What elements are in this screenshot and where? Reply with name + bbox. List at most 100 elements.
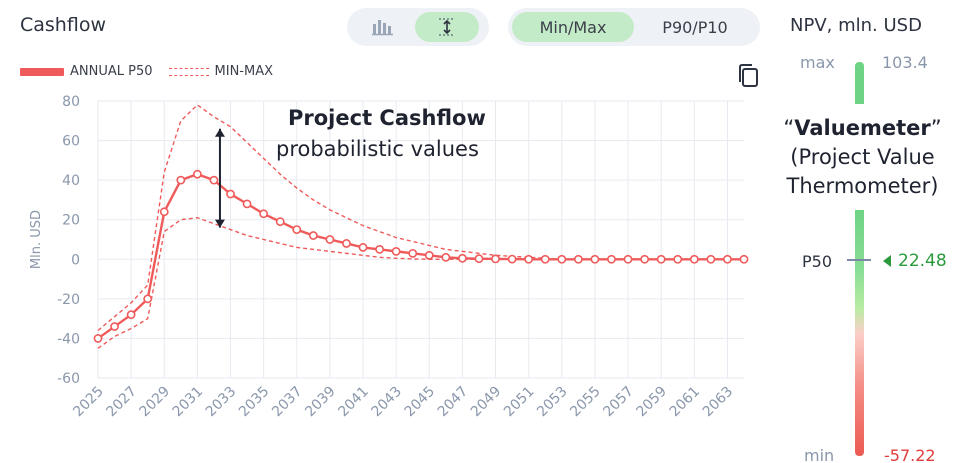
valuemeter-bar <box>855 210 864 456</box>
data-point <box>607 254 616 264</box>
x-tick-label: 2027 <box>103 384 140 421</box>
data-point <box>507 254 517 264</box>
range-arrow-head-up <box>214 128 225 137</box>
valuemeter-max-value: 103.4 <box>882 53 928 72</box>
y-tick-label: 0 <box>71 252 80 268</box>
y-tick-label: -40 <box>57 331 80 347</box>
caption-quote-open: “ <box>783 116 795 140</box>
data-point <box>259 209 269 219</box>
valuemeter-min-label: min <box>804 446 835 463</box>
x-tick-label: 2043 <box>368 384 405 421</box>
legend-swatch-p50 <box>20 67 64 76</box>
legend-label-minmax[interactable]: MIN-MAX <box>214 64 273 79</box>
x-tick-label: 2053 <box>534 384 571 421</box>
annotation-title: Project Cashflow <box>288 106 486 130</box>
cashflow-chart: 806040200-20-40-602025202720292031203320… <box>29 94 749 421</box>
data-point <box>424 250 434 260</box>
legend-label-p50[interactable]: ANNUAL P50 <box>70 64 153 79</box>
x-tick-label: 2049 <box>468 384 505 421</box>
x-tick-label: 2055 <box>567 384 604 421</box>
x-tick-label: 2039 <box>302 384 339 421</box>
y-tick-label: -60 <box>57 371 80 387</box>
data-point <box>673 254 683 264</box>
caption-line-2: (Project Value <box>790 145 935 169</box>
data-point <box>557 254 567 264</box>
valuemeter-bar-top <box>855 62 864 104</box>
data-point <box>308 231 318 240</box>
y-axis-label: Mln. USD <box>29 210 44 269</box>
data-point <box>391 246 401 256</box>
data-point <box>375 244 384 254</box>
valuemeter-p50-tick <box>847 259 871 261</box>
x-tick-label: 2037 <box>269 384 306 421</box>
caption-quote-close: ” <box>930 116 942 140</box>
x-tick-label: 2025 <box>70 384 107 421</box>
data-point <box>358 243 368 252</box>
x-tick-label: 2035 <box>236 384 273 421</box>
data-point <box>143 294 153 304</box>
data-point <box>706 254 716 264</box>
x-tick-label: 2047 <box>435 384 472 421</box>
chart-type-toggle <box>347 8 489 46</box>
range-mode-toggle: Min/Max P90/P10 <box>508 8 760 46</box>
range-arrow-head-down <box>214 219 225 228</box>
data-point <box>159 207 169 217</box>
x-tick-label: 2031 <box>170 384 207 421</box>
x-tick-label: 2059 <box>633 384 670 421</box>
mode-min-max-button[interactable]: Min/Max <box>512 12 634 42</box>
valuemeter-p50-label: P50 <box>802 252 833 271</box>
page-title: Cashflow <box>20 14 106 36</box>
x-tick-label: 2061 <box>667 384 704 421</box>
data-point <box>93 334 103 343</box>
x-tick-label: 2045 <box>402 384 439 421</box>
data-point <box>292 225 302 235</box>
valuemeter-p50-value: 22.48 <box>898 251 947 271</box>
copy-icon[interactable] <box>736 62 762 90</box>
x-tick-label: 2051 <box>501 384 538 421</box>
y-tick-label: 80 <box>62 94 80 110</box>
data-point <box>408 248 418 258</box>
legend-swatch-minmax <box>168 67 209 76</box>
range-height-icon[interactable] <box>415 12 479 42</box>
data-point <box>325 235 335 244</box>
data-point <box>491 254 500 264</box>
npv-title: NPV, mln. USD <box>790 15 922 36</box>
data-point <box>126 310 136 320</box>
data-point <box>689 254 699 264</box>
data-point <box>275 217 285 227</box>
mode-p90-p10-button[interactable]: P90/P10 <box>662 17 728 37</box>
y-tick-label: 40 <box>62 173 80 189</box>
data-point <box>723 254 732 264</box>
data-point <box>590 254 600 264</box>
data-point <box>226 189 235 199</box>
data-point <box>623 254 633 264</box>
data-point <box>242 199 252 209</box>
data-point <box>540 254 550 264</box>
chart-legend: ANNUAL P50 MIN-MAX <box>20 64 273 79</box>
data-point <box>110 322 119 331</box>
data-point <box>573 254 583 264</box>
data-point <box>458 253 467 263</box>
data-point <box>192 169 202 179</box>
series-line-p50 <box>97 172 744 340</box>
y-tick-label: 20 <box>62 213 80 229</box>
valuemeter-min-value: -57.22 <box>884 446 936 463</box>
data-point <box>176 175 186 185</box>
data-point <box>342 239 351 248</box>
series-line-minmax-min <box>97 217 744 349</box>
caption-line-3: Thermometer) <box>786 174 939 198</box>
bar-chart-icon[interactable] <box>351 12 415 42</box>
annotation-subtitle: probabilistic values <box>276 137 479 161</box>
x-tick-label: 2057 <box>600 384 637 421</box>
data-point <box>474 254 484 264</box>
x-tick-label: 2041 <box>335 384 372 421</box>
x-tick-label: 2029 <box>137 384 174 421</box>
x-tick-label: 2063 <box>700 384 737 421</box>
data-point <box>441 252 451 262</box>
data-point <box>640 254 650 264</box>
data-point <box>524 254 534 264</box>
data-point <box>656 254 666 264</box>
y-tick-label: -20 <box>57 292 80 308</box>
x-tick-label: 2033 <box>203 384 240 421</box>
caption-name: Valuemeter <box>794 116 931 140</box>
